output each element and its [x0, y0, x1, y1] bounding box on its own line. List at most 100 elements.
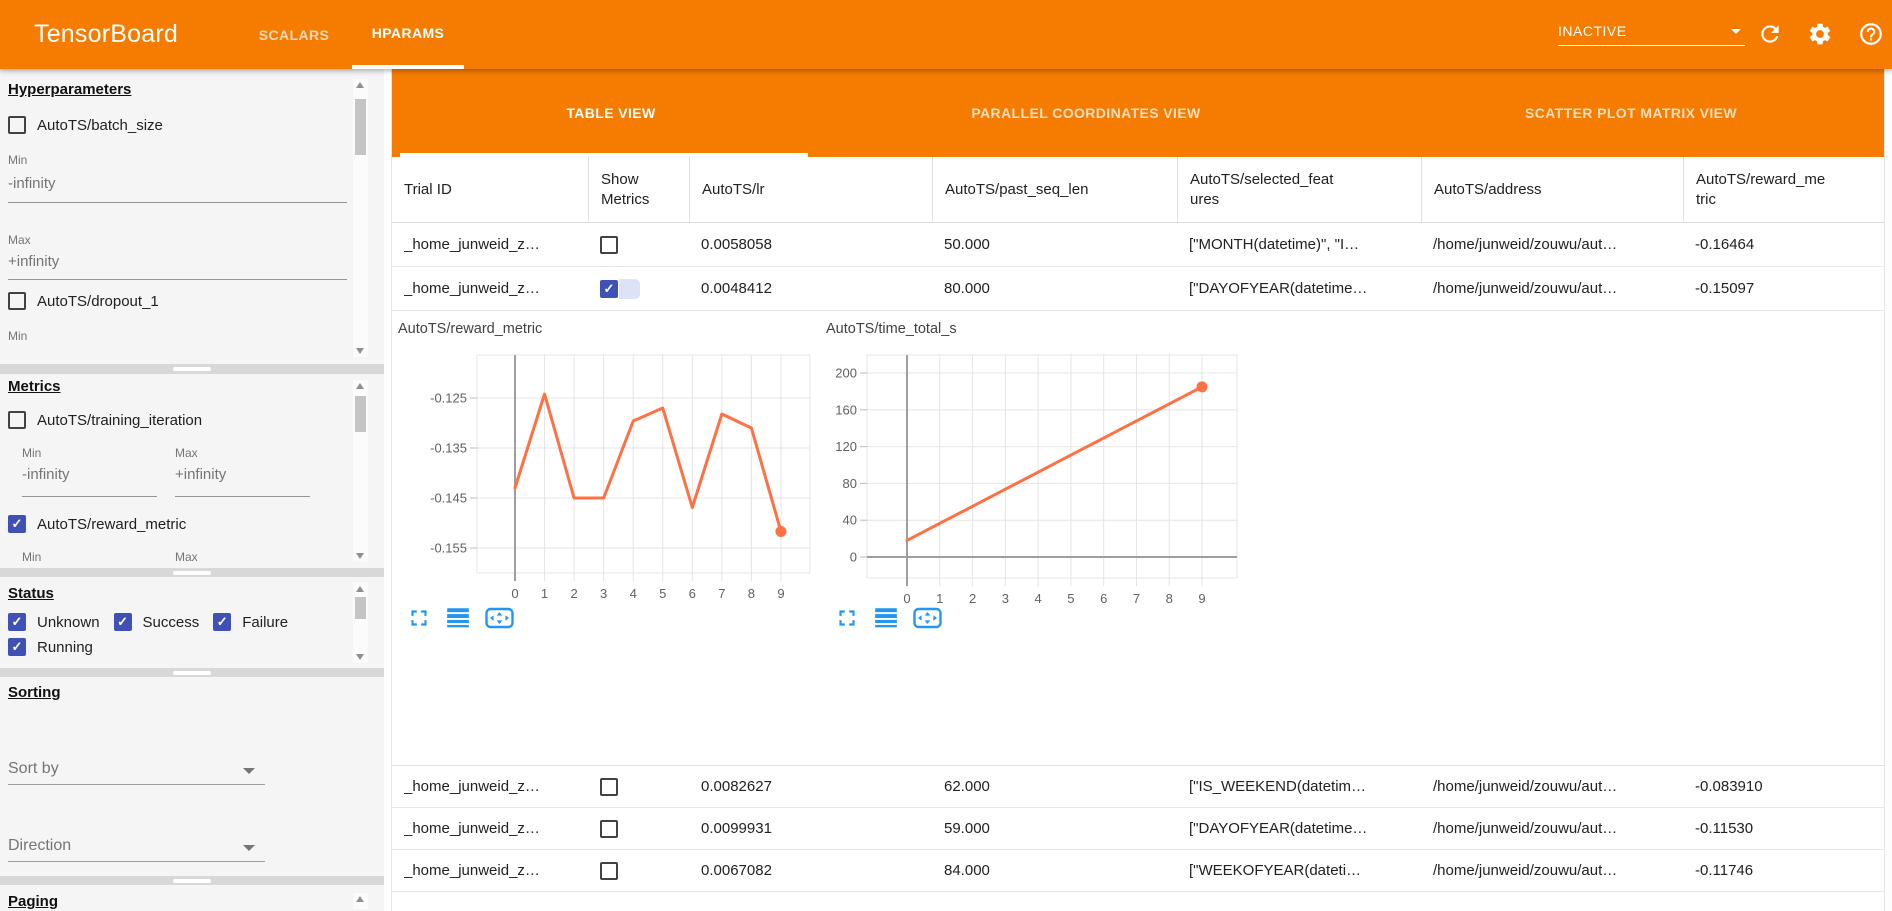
- column-header-lr[interactable]: AutoTS/lr: [689, 157, 932, 222]
- show-metrics-checkbox[interactable]: [600, 235, 618, 254]
- help-icon[interactable]: [1858, 21, 1884, 47]
- show-metrics-checkbox[interactable]: [600, 819, 618, 838]
- training-iteration-checkbox[interactable]: [8, 411, 26, 429]
- column-header-show-metrics[interactable]: Show Metrics: [588, 157, 689, 222]
- training-iteration-max-input[interactable]: +infinity: [175, 466, 310, 497]
- lr-cell-text: 0.0058058: [701, 236, 772, 253]
- section-scrollbar[interactable]: [353, 380, 368, 562]
- address-cell: /home/junweid/zouwu/aut…: [1421, 808, 1683, 849]
- scroll-down-arrow[interactable]: [356, 654, 364, 660]
- scroll-up-arrow[interactable]: [356, 586, 364, 592]
- selected-features-cell-text: ["DAYOFYEAR(datetime…: [1189, 280, 1368, 297]
- page-scrollbar-track[interactable]: [1884, 69, 1892, 911]
- fit-to-domain-icon[interactable]: [912, 605, 943, 631]
- section-resize-handle[interactable]: [0, 876, 384, 885]
- batch-size-max-input[interactable]: +infinity: [8, 253, 347, 280]
- fit-to-domain-icon[interactable]: [484, 605, 515, 631]
- chart-toolbar: [406, 605, 515, 631]
- scrollbar-thumb[interactable]: [355, 396, 366, 432]
- scrollbar-thumb[interactable]: [355, 597, 366, 619]
- column-header-address[interactable]: AutoTS/address: [1421, 157, 1683, 222]
- show-metrics-cell: [588, 267, 689, 310]
- status-option: Failure: [213, 613, 288, 631]
- column-header-past-seq-len[interactable]: AutoTS/past_seq_len: [932, 157, 1177, 222]
- nav-tab-hparams[interactable]: HPARAMS: [352, 0, 464, 69]
- past-seq-len-cell-text: 80.000: [944, 280, 990, 297]
- reward-metric-checkbox[interactable]: [8, 515, 26, 533]
- drag-handle: [173, 367, 211, 371]
- column-header-trial-id[interactable]: Trial ID: [404, 181, 452, 198]
- nav-tab-scalars[interactable]: SCALARS: [258, 26, 330, 43]
- status-checkbox-unknown[interactable]: [8, 613, 26, 631]
- tab-scatter-plot-matrix-view[interactable]: SCATTER PLOT MATRIX VIEW: [1524, 105, 1738, 121]
- fullscreen-icon[interactable]: [406, 605, 432, 631]
- table-row: _home_junweid_z… 0.0099931 59.000 ["DAYOFYE…: [392, 808, 1884, 850]
- data-list-icon[interactable]: [445, 605, 471, 631]
- lr-cell-text: 0.0048412: [701, 280, 772, 297]
- address-cell-text: /home/junweid/zouwu/aut…: [1433, 280, 1618, 297]
- settings-gear-icon[interactable]: [1807, 21, 1833, 47]
- direction-select[interactable]: Direction: [8, 832, 265, 862]
- status-label: Running: [37, 638, 93, 656]
- scroll-up-arrow[interactable]: [356, 896, 364, 902]
- tensorboard-logo: TensorBoard: [34, 20, 178, 48]
- show-metrics-cell: [588, 850, 689, 891]
- past-seq-len-cell-text: 50.000: [944, 236, 990, 253]
- section-resize-handle[interactable]: [0, 668, 384, 677]
- tick-label: 7: [1133, 591, 1140, 606]
- show-metrics-checkbox[interactable]: [600, 279, 618, 298]
- lr-cell: 0.0048412: [689, 267, 932, 310]
- min-label: Min: [8, 153, 28, 167]
- table-rows-bottom: _home_junweid_z… 0.0082627 62.000 ["IS_WEEK…: [392, 766, 1884, 892]
- chevron-down-icon: [1731, 29, 1741, 34]
- table-rows-top: _home_junweid_z… 0.0058058 50.000 ["MONTH(d…: [392, 223, 1884, 311]
- tick-label: 5: [1067, 591, 1074, 606]
- show-metrics-checkbox[interactable]: [600, 861, 618, 880]
- fullscreen-icon[interactable]: [834, 605, 860, 631]
- scroll-up-arrow[interactable]: [356, 82, 364, 88]
- column-header-reward-metric[interactable]: AutoTS/reward_metric: [1683, 157, 1884, 222]
- tab-table-view[interactable]: TABLE VIEW: [566, 105, 656, 121]
- run-status-select[interactable]: INACTIVE: [1558, 16, 1745, 46]
- past-seq-len-cell-text: 59.000: [944, 820, 990, 837]
- dropout-checkbox[interactable]: [8, 292, 26, 310]
- show-metrics-checkbox[interactable]: [600, 777, 618, 796]
- batch-size-checkbox[interactable]: [8, 116, 26, 134]
- refresh-icon[interactable]: [1757, 21, 1783, 47]
- past-seq-len-cell: 59.000: [932, 808, 1177, 849]
- table-row: _home_junweid_z… 0.0058058 50.000 ["MONTH(d…: [392, 223, 1884, 267]
- tab-parallel-coordinates-view[interactable]: PARALLEL COORDINATES VIEW: [971, 105, 1201, 121]
- status-checkbox-failure[interactable]: [213, 613, 232, 631]
- chevron-down-icon: [243, 844, 255, 851]
- trial-id-cell: _home_junweid_z…: [392, 850, 588, 891]
- tick-label: 2: [570, 586, 577, 601]
- tick-label: 3: [1002, 591, 1009, 606]
- status-label: Unknown: [37, 613, 100, 631]
- sort-by-select[interactable]: Sort by: [8, 755, 265, 785]
- reward-metric-cell-text: -0.15097: [1695, 280, 1755, 297]
- metrics-section: Metrics AutoTS/training_iteration Min Ma…: [0, 374, 384, 568]
- training-iteration-min-input[interactable]: -infinity: [22, 466, 157, 497]
- hparam-dropout-row: AutoTS/dropout_1: [8, 291, 159, 311]
- scrollbar-thumb[interactable]: [355, 99, 366, 155]
- lr-cell: 0.0067082: [689, 850, 932, 891]
- scroll-up-arrow[interactable]: [356, 383, 364, 389]
- run-status-value: INACTIVE: [1558, 23, 1627, 39]
- max-label: Max: [175, 550, 198, 564]
- section-scrollbar[interactable]: [353, 583, 368, 663]
- section-resize-handle[interactable]: [0, 364, 384, 374]
- status-checkbox-success[interactable]: [113, 613, 132, 631]
- column-header-selected-features[interactable]: AutoTS/selected_features: [1177, 157, 1421, 222]
- section-resize-handle[interactable]: [0, 568, 384, 577]
- status-option: Success: [113, 613, 199, 631]
- line-chart-plot: 0 1 2 3 4 5 6 7 8 9 0 40 80 120 160 200: [835, 354, 1238, 606]
- section-scrollbar[interactable]: [353, 79, 368, 357]
- section-scrollbar[interactable]: [353, 893, 368, 909]
- hyperparameters-section: Hyperparameters AutoTS/batch_size Min -i…: [0, 69, 384, 364]
- status-checkbox-running[interactable]: [8, 638, 26, 656]
- tick-label: -0.135: [430, 441, 467, 456]
- scroll-down-arrow[interactable]: [356, 553, 364, 559]
- batch-size-min-input[interactable]: -infinity: [8, 175, 347, 203]
- scroll-down-arrow[interactable]: [356, 348, 364, 354]
- data-list-icon[interactable]: [873, 605, 899, 631]
